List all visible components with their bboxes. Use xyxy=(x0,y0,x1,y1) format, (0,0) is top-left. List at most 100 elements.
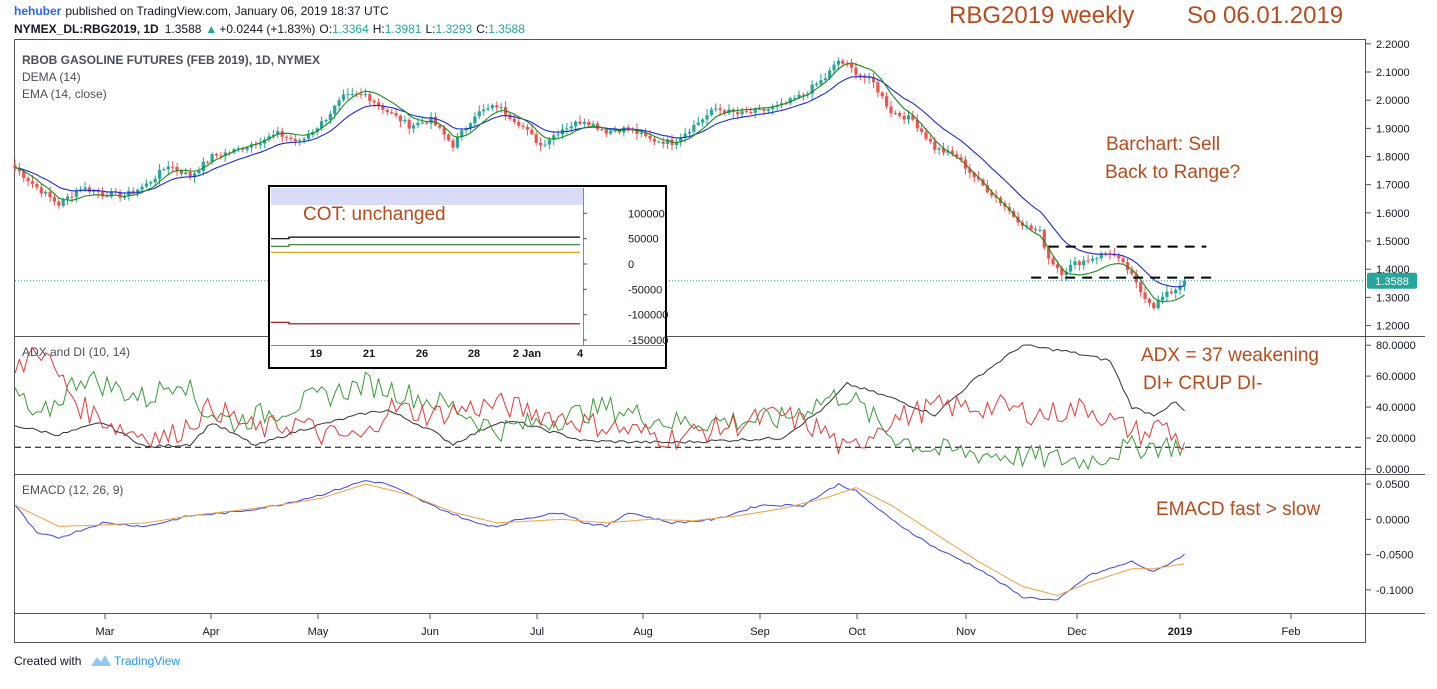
candle-body xyxy=(762,109,766,111)
cot-x-label: 2 Jan xyxy=(513,348,541,360)
cot-tick-label: -50000 xyxy=(628,284,662,296)
time-tick-label: 2019 xyxy=(1168,626,1192,638)
candle-body xyxy=(1165,291,1169,297)
adx-tick-label: 0.0000 xyxy=(1376,464,1410,476)
price-tick-label: 1.7000 xyxy=(1376,180,1410,192)
candle-body xyxy=(569,126,573,129)
candle-body xyxy=(263,139,267,144)
chart-frame xyxy=(14,39,1366,643)
candle-body xyxy=(206,161,210,163)
candle-body xyxy=(1090,258,1095,261)
up-arrow-icon: ▲ xyxy=(205,22,217,36)
candle-body xyxy=(788,98,792,104)
title-right: So 06.01.2019 xyxy=(1187,2,1343,29)
candle-body xyxy=(131,190,135,194)
candle-body xyxy=(644,132,648,137)
adx-pane-title: ADX and DI (10, 14) xyxy=(22,345,130,359)
candle-body xyxy=(1042,230,1046,248)
candle-body xyxy=(525,126,530,130)
candle-body xyxy=(162,169,166,171)
candle-body xyxy=(666,139,670,144)
candle-body xyxy=(79,189,83,191)
candle-body xyxy=(674,141,678,146)
price-tick-label: 1.3000 xyxy=(1376,292,1410,304)
candle-body xyxy=(320,121,324,129)
candle-body xyxy=(482,109,486,112)
candle-body xyxy=(683,133,687,138)
candle-body xyxy=(429,116,433,124)
candle-body xyxy=(96,190,100,193)
candle-body xyxy=(48,191,52,198)
time-tick-label: Jul xyxy=(530,626,544,638)
cot-x-label: 26 xyxy=(416,348,428,360)
candle-body xyxy=(74,190,78,197)
candle-body xyxy=(333,105,337,114)
candle-body xyxy=(657,141,661,143)
candle-body xyxy=(705,115,709,120)
candle-body xyxy=(1174,289,1178,294)
candle-body xyxy=(858,74,862,76)
candle-body xyxy=(411,125,416,129)
candle-body xyxy=(346,94,350,96)
candle-body xyxy=(876,82,880,93)
candle-body xyxy=(65,196,70,200)
candle-body xyxy=(70,196,74,198)
time-tick-label: Mar xyxy=(96,626,115,638)
candle-body xyxy=(1086,260,1090,262)
candle-body xyxy=(241,148,245,150)
candle-body xyxy=(1095,258,1099,260)
candle-body xyxy=(740,111,744,115)
cot-tick-label: -100000 xyxy=(628,310,668,322)
candle-body xyxy=(210,154,214,163)
candle-body xyxy=(898,112,902,116)
candle-body xyxy=(626,127,630,129)
candle-body xyxy=(136,189,140,194)
candle-body xyxy=(13,165,17,168)
candle-body xyxy=(972,172,976,178)
candle-body xyxy=(1143,292,1147,300)
candle-body xyxy=(179,170,184,174)
candle-body xyxy=(1139,282,1143,293)
candle-body xyxy=(512,118,516,122)
candle-body xyxy=(556,134,560,136)
candle-body xyxy=(718,108,722,111)
candle-body xyxy=(701,119,705,123)
candle-body xyxy=(385,109,389,113)
candle-body xyxy=(192,173,197,178)
low-value: 1.3293 xyxy=(435,22,472,36)
candle-body xyxy=(1060,268,1064,275)
time-tick-label: Feb xyxy=(1282,626,1301,638)
candle-body xyxy=(44,191,48,194)
candle-body xyxy=(149,182,153,184)
adx-tick-label: 80.0000 xyxy=(1376,340,1416,352)
candle-body xyxy=(302,138,306,141)
candle-body xyxy=(1121,258,1125,263)
candle-body xyxy=(438,125,442,128)
cot-inset-header-band xyxy=(271,188,583,205)
candle-body xyxy=(118,191,122,198)
candle-body xyxy=(1051,258,1055,265)
dema-label: DEMA (14) xyxy=(22,70,81,84)
candle-body xyxy=(771,106,775,110)
candle-body xyxy=(127,190,131,197)
candle-body xyxy=(679,137,683,142)
price-tick-label: 1.8000 xyxy=(1376,152,1410,164)
candle-body xyxy=(157,169,162,179)
candle-body xyxy=(1169,291,1173,294)
candle-body xyxy=(1047,247,1051,259)
title-left: RBG2019 weekly xyxy=(949,2,1134,29)
cot-tick-label: 100000 xyxy=(628,208,665,220)
candle-body xyxy=(87,187,92,192)
candle-body xyxy=(648,136,652,139)
time-tick-label: Sep xyxy=(750,626,770,638)
candle-body xyxy=(959,157,963,160)
footer-created-with: Created with xyxy=(14,654,81,668)
time-tick-label: Nov xyxy=(956,626,976,638)
candle-body xyxy=(635,129,639,134)
candle-body xyxy=(328,113,332,120)
candle-body xyxy=(1038,230,1042,232)
price-tick-label: 1.9000 xyxy=(1376,123,1410,135)
candle-body xyxy=(153,178,157,183)
candles xyxy=(13,57,1187,311)
